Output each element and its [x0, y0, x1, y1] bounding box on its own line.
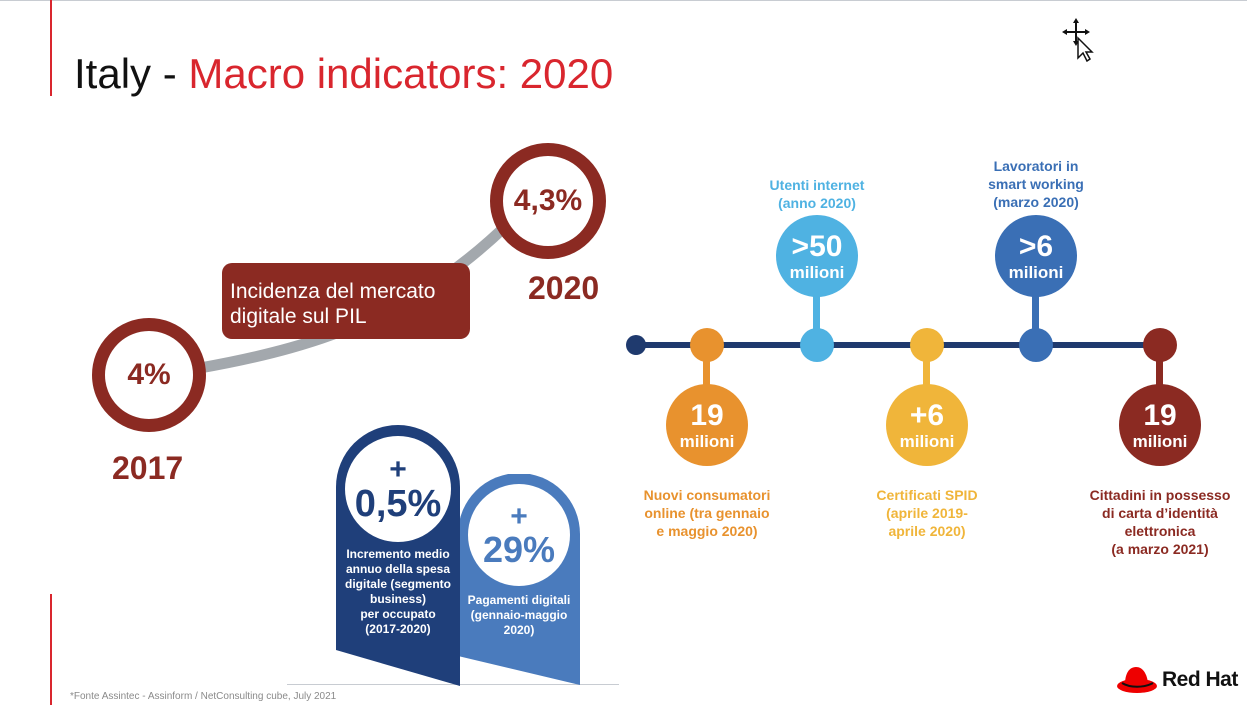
timeline-bubble-4: >6 milioni: [995, 215, 1077, 297]
timeline-stem-3: [923, 360, 930, 400]
timeline-caption-4: Lavoratori in smart working (marzo 2020): [988, 158, 1084, 210]
page-title: Italy - Macro indicators: 2020: [74, 50, 613, 98]
timeline-dot-1: [690, 328, 724, 362]
pil-start-ring: 4%: [92, 318, 206, 432]
move-cursor-icon: [1062, 18, 1094, 62]
timeline-bubble-5: 19 milioni: [1119, 384, 1201, 466]
timeline-dot-5: [1143, 328, 1177, 362]
timeline-unit-4: milioni: [1008, 262, 1064, 282]
timeline-unit-2: milioni: [789, 262, 845, 282]
source-footnote: *Fonte Assintec - Assinform / NetConsult…: [70, 691, 337, 702]
timeline-dot-2: [800, 328, 834, 362]
accent-bar-bottom: [50, 594, 52, 705]
timeline-unit-1: milioni: [679, 431, 735, 451]
timeline-value-1: 19: [690, 398, 724, 432]
tag-1-value: 0,5%: [354, 483, 442, 525]
red-hat-logo-text: Red Hat: [1162, 668, 1238, 691]
pil-label-box: Incidenza del mercato digitale sul PIL: [222, 263, 470, 339]
timeline-stem-1: [703, 360, 710, 400]
timeline-line: [635, 342, 1160, 348]
timeline-unit-5: milioni: [1132, 431, 1188, 451]
pil-start-year: 2017: [112, 450, 184, 486]
timeline-value-2: >50: [791, 229, 843, 263]
accent-bar-top: [50, 0, 52, 96]
tag-2-sign: +: [510, 500, 528, 533]
timeline-caption-3: Certificati SPID (aprile 2019- aprile 20…: [876, 487, 978, 539]
timeline-value-5: 19: [1143, 398, 1177, 432]
pil-end-year: 2020: [528, 270, 600, 306]
title-highlight: Macro indicators: 2020: [188, 50, 614, 97]
timeline-bubble-3: +6 milioni: [886, 384, 968, 466]
tag-2-badge: + 29%: [468, 484, 570, 586]
tag-1-badge: + 0,5%: [345, 436, 451, 542]
tag-2-caption: Pagamenti digitali (gennaio-maggio 2020): [467, 593, 571, 637]
timeline-start-dot: [626, 335, 646, 355]
timeline-value-3: +6: [909, 398, 945, 432]
tag-1-caption: Incremento medio annuo della spesa digit…: [344, 547, 451, 636]
title-prefix: Italy -: [74, 50, 189, 97]
pil-end-value: 4,3%: [513, 184, 583, 217]
timeline-value-4: >6: [1018, 229, 1054, 263]
tag-1-sign: +: [389, 453, 407, 486]
timeline-stem-2: [813, 290, 820, 332]
timeline-caption-5: Cittadini in possesso di carta d’identit…: [1089, 487, 1231, 557]
top-border: [0, 0, 1247, 1]
timeline-dot-4: [1019, 328, 1053, 362]
timeline-unit-3: milioni: [899, 431, 955, 451]
timeline-caption-2: Utenti internet (anno 2020): [769, 177, 865, 211]
timeline-bubble-1: 19 milioni: [666, 384, 748, 466]
timeline-stem-5: [1156, 360, 1163, 400]
pil-start-value: 4%: [127, 358, 171, 391]
red-hat-logo-icon: [1117, 667, 1157, 693]
timeline-dot-3: [910, 328, 944, 362]
tag-2-value: 29%: [482, 529, 556, 570]
timeline-caption-1: Nuovi consumatori online (tra gennaio e …: [643, 487, 771, 539]
tags-baseline: [287, 684, 619, 685]
timeline-stem-4: [1032, 290, 1039, 332]
pil-end-ring: 4,3%: [490, 143, 606, 259]
timeline-bubble-2: >50 milioni: [776, 215, 858, 297]
